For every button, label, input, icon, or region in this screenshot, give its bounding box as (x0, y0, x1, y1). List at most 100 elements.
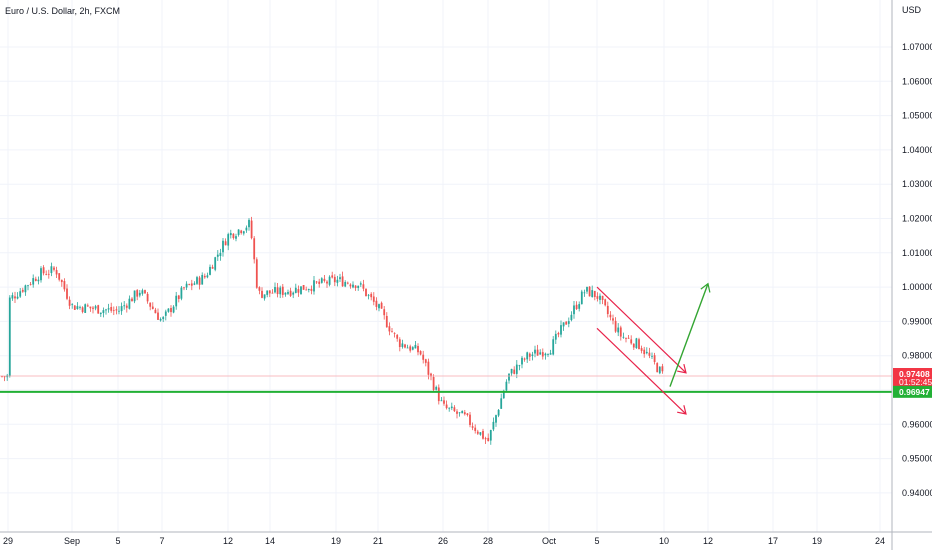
candle (151, 302, 154, 310)
candle (344, 280, 347, 288)
candle (435, 385, 438, 391)
candle-body (16, 296, 19, 299)
candle-body (86, 305, 89, 307)
candle-body (437, 387, 440, 402)
candle-body (320, 278, 323, 283)
candle (497, 409, 500, 418)
candle (222, 238, 224, 257)
candle-body (560, 325, 562, 335)
time-axis[interactable]: 29 Sep 5 7 12 14 19 21 26 28 Oct 5 10 12 17 19 24 (3, 536, 885, 546)
candle-body (375, 300, 378, 307)
candle-body (492, 421, 495, 430)
candle-body (105, 309, 107, 311)
candle-body (635, 338, 638, 349)
candle-body (357, 285, 360, 288)
candle-body (11, 295, 14, 299)
candle (614, 317, 617, 333)
candle-body (84, 304, 87, 313)
candle (513, 366, 516, 375)
candle-body (131, 298, 133, 302)
candle-body (315, 281, 318, 283)
candle (258, 286, 261, 295)
candle-body (430, 373, 432, 377)
candle-body (172, 306, 175, 313)
price-axis[interactable]: USD 1.07000 1.06000 1.05000 1.04000 1.03000 1… (902, 5, 932, 498)
candle (47, 269, 50, 279)
candle (73, 305, 76, 311)
candle (372, 292, 375, 306)
candle-body (380, 302, 383, 309)
candle-body (21, 289, 24, 292)
candle-body (27, 285, 29, 287)
candle-body (445, 404, 448, 409)
candle-body (352, 284, 354, 288)
candle (354, 285, 357, 291)
candle (320, 277, 323, 284)
candle-body (297, 289, 300, 293)
candle-body (190, 283, 193, 286)
time-tick-label: 12 (703, 536, 713, 546)
candle-body (502, 390, 505, 399)
time-tick-label: 5 (115, 536, 120, 546)
candle (539, 349, 542, 355)
candle (523, 357, 526, 362)
candle-body (331, 275, 334, 278)
candle (32, 274, 35, 288)
candle-body (133, 290, 136, 302)
candle-body (50, 266, 53, 274)
candle-body (398, 339, 401, 347)
candle-body (528, 353, 531, 357)
candle-body (136, 290, 139, 297)
candle-body (609, 314, 612, 318)
candle-body (643, 349, 646, 355)
candle (253, 236, 256, 264)
candle (489, 429, 492, 445)
time-tick-label: 5 (594, 536, 599, 546)
candle-body (128, 298, 131, 309)
candle-body (365, 288, 367, 297)
candle-body (55, 270, 58, 275)
candle (19, 288, 22, 298)
time-tick-label: 12 (223, 536, 233, 546)
candle (99, 312, 102, 317)
candle (40, 266, 42, 283)
candle (219, 248, 222, 261)
candle (300, 286, 302, 295)
candle (172, 305, 175, 314)
candle-body (557, 332, 560, 335)
candle (71, 303, 74, 309)
candle-body (32, 278, 35, 285)
candle-body (534, 349, 536, 354)
candle (508, 373, 510, 384)
candle-body (432, 377, 435, 390)
candle-body (1, 376, 3, 377)
candle (357, 285, 360, 291)
candle (479, 432, 482, 436)
candle-body (268, 290, 271, 294)
candle-body (466, 413, 469, 416)
candle-body (521, 357, 523, 365)
candle-body (115, 309, 118, 311)
candle (274, 282, 276, 294)
candle (232, 233, 235, 240)
candle (526, 351, 529, 363)
candle (159, 317, 162, 322)
candle-body (344, 282, 347, 287)
candle (352, 281, 354, 289)
candle (658, 366, 661, 375)
grid-lines (0, 0, 892, 532)
candle-body (313, 280, 315, 292)
candle (206, 272, 209, 279)
candle-body (346, 282, 349, 284)
candle-body (419, 351, 422, 355)
candle-body (97, 305, 100, 314)
candle-body (99, 312, 102, 315)
candle (632, 343, 635, 351)
candle-body (76, 306, 79, 310)
candle-body (292, 292, 295, 295)
candle-body (118, 310, 120, 312)
candle (661, 363, 664, 374)
candle (131, 297, 133, 302)
